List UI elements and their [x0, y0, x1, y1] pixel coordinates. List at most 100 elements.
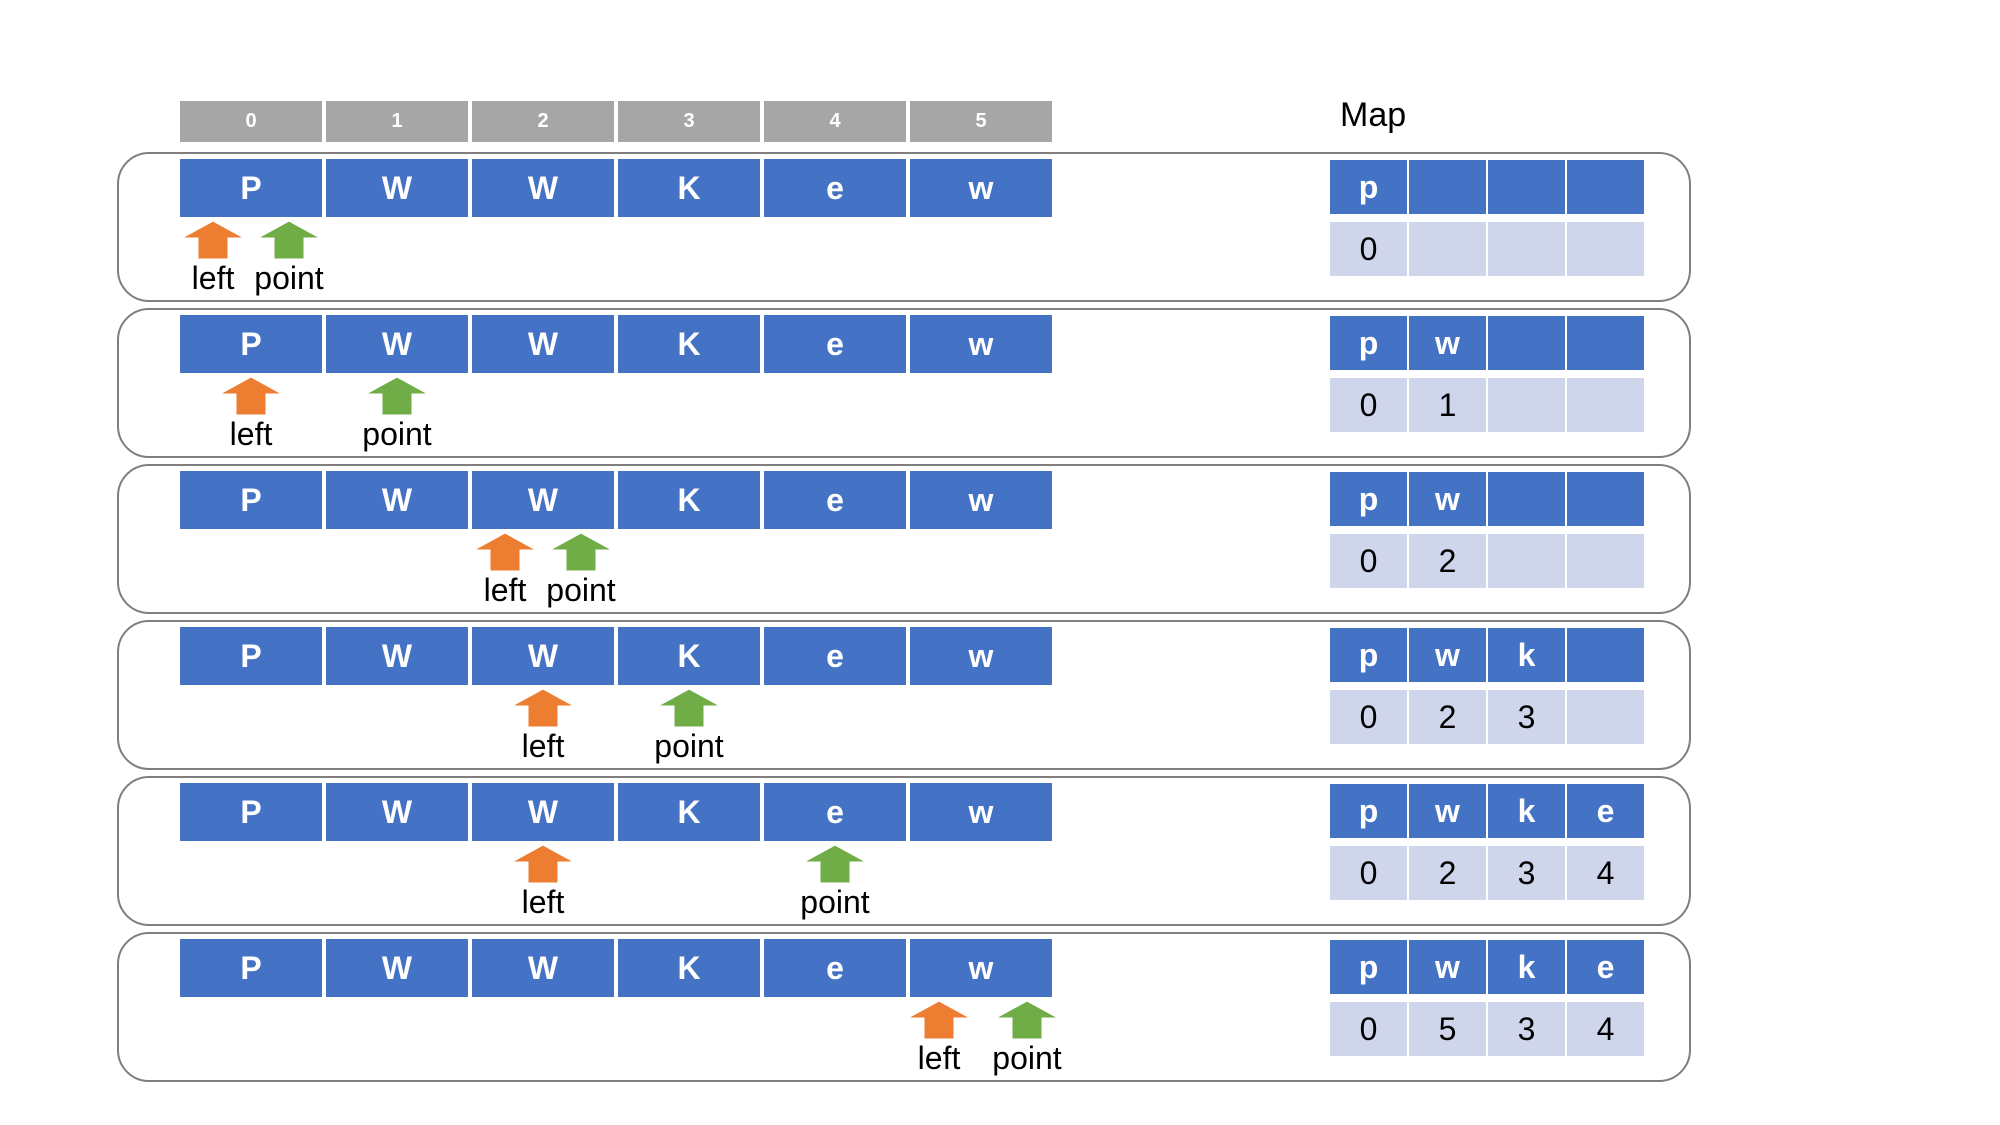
string-char-cell: P: [180, 783, 322, 841]
string-char-cell: K: [618, 159, 760, 217]
string-char-cell: w: [910, 939, 1052, 997]
string-char-cell: W: [326, 159, 468, 217]
step-row: [117, 464, 1691, 614]
left-pointer-arrow-icon: [511, 688, 575, 728]
point-pointer-label: point: [362, 416, 432, 452]
map-key-cell: p: [1330, 940, 1407, 994]
map-value-cell: [1488, 378, 1565, 432]
index-cell-4: 4: [764, 101, 906, 142]
index-cell-1: 1: [326, 101, 468, 142]
string-char-cell: P: [180, 627, 322, 685]
map-value-cell: 3: [1488, 1002, 1565, 1056]
string-char-cell: K: [618, 939, 760, 997]
left-pointer-arrow-icon: [181, 220, 245, 260]
string-char-cell: W: [472, 783, 614, 841]
left-pointer-label: left: [917, 1040, 961, 1076]
string-char-cell: e: [764, 315, 906, 373]
map-key-cell: k: [1488, 784, 1565, 838]
index-cell-2: 2: [472, 101, 614, 142]
point-pointer-label: point: [254, 260, 324, 296]
point-pointer-label: point: [546, 572, 616, 608]
map-key-cell: w: [1409, 628, 1486, 682]
string-char-cell: W: [326, 627, 468, 685]
map-key-cell: e: [1567, 940, 1644, 994]
step-row: [117, 932, 1691, 1082]
map-value-cell: [1488, 222, 1565, 276]
index-cell-3: 3: [618, 101, 760, 142]
map-key-cell: [1567, 628, 1644, 682]
point-pointer-label: point: [654, 728, 724, 764]
map-value-cell: [1488, 534, 1565, 588]
map-value-cell: 3: [1488, 846, 1565, 900]
left-pointer-label: left: [521, 884, 565, 920]
point-pointer-arrow-icon: [657, 688, 721, 728]
step-row: [117, 620, 1691, 770]
map-key-cell: p: [1330, 316, 1407, 370]
string-char-cell: P: [180, 315, 322, 373]
left-pointer-arrow-icon: [511, 844, 575, 884]
string-char-cell: e: [764, 939, 906, 997]
map-value-cell: [1409, 222, 1486, 276]
map-key-cell: p: [1330, 160, 1407, 214]
string-char-cell: w: [910, 471, 1052, 529]
map-value-cell: 2: [1409, 846, 1486, 900]
map-value-cell: 1: [1409, 378, 1486, 432]
map-value-cell: 0: [1330, 222, 1407, 276]
string-char-cell: w: [910, 315, 1052, 373]
string-char-cell: K: [618, 627, 760, 685]
string-char-cell: K: [618, 315, 760, 373]
left-pointer-label: left: [483, 572, 527, 608]
map-value-cell: 2: [1409, 534, 1486, 588]
map-value-cell: 0: [1330, 534, 1407, 588]
map-key-cell: w: [1409, 940, 1486, 994]
step-row: [117, 776, 1691, 926]
string-char-cell: W: [326, 471, 468, 529]
map-key-cell: [1567, 472, 1644, 526]
map-key-cell: w: [1409, 472, 1486, 526]
index-cell-0: 0: [180, 101, 322, 142]
map-value-cell: [1567, 690, 1644, 744]
string-char-cell: W: [326, 315, 468, 373]
map-title: Map: [1340, 96, 1407, 134]
map-key-cell: w: [1409, 784, 1486, 838]
map-value-cell: 2: [1409, 690, 1486, 744]
string-char-cell: W: [472, 159, 614, 217]
map-key-cell: p: [1330, 628, 1407, 682]
map-key-cell: k: [1488, 628, 1565, 682]
point-pointer-label: point: [992, 1040, 1062, 1076]
map-value-cell: 0: [1330, 690, 1407, 744]
map-key-cell: k: [1488, 940, 1565, 994]
string-char-cell: P: [180, 939, 322, 997]
left-pointer-label: left: [521, 728, 565, 764]
string-char-cell: W: [326, 939, 468, 997]
string-char-cell: W: [472, 471, 614, 529]
map-value-cell: 5: [1409, 1002, 1486, 1056]
left-pointer-arrow-icon: [473, 532, 537, 572]
point-pointer-label: point: [800, 884, 870, 920]
map-key-cell: [1488, 316, 1565, 370]
string-char-cell: K: [618, 471, 760, 529]
left-pointer-label: left: [229, 416, 273, 452]
map-key-cell: w: [1409, 316, 1486, 370]
map-key-cell: [1409, 160, 1486, 214]
map-value-cell: 3: [1488, 690, 1565, 744]
left-pointer-label: left: [191, 260, 235, 296]
point-pointer-arrow-icon: [803, 844, 867, 884]
step-row: [117, 308, 1691, 458]
map-key-cell: [1567, 316, 1644, 370]
map-key-cell: [1567, 160, 1644, 214]
map-key-cell: e: [1567, 784, 1644, 838]
string-char-cell: W: [472, 939, 614, 997]
map-value-cell: [1567, 378, 1644, 432]
string-char-cell: K: [618, 783, 760, 841]
map-value-cell: [1567, 222, 1644, 276]
string-char-cell: W: [326, 783, 468, 841]
point-pointer-arrow-icon: [257, 220, 321, 260]
map-key-cell: p: [1330, 472, 1407, 526]
string-char-cell: W: [472, 627, 614, 685]
string-char-cell: P: [180, 159, 322, 217]
map-value-cell: [1567, 534, 1644, 588]
step-row: [117, 152, 1691, 302]
string-char-cell: e: [764, 159, 906, 217]
